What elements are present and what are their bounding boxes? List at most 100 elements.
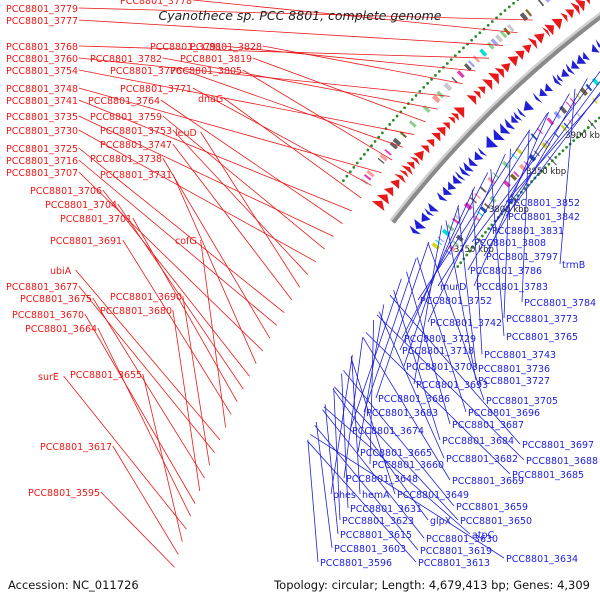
outer-tick-dot bbox=[380, 131, 384, 135]
inner-feature-block bbox=[455, 234, 464, 242]
inner-tick-dot bbox=[586, 126, 590, 129]
reverse-gene-arrow bbox=[477, 147, 488, 157]
right-gene-label: PCC8801_3685 bbox=[512, 470, 584, 481]
forward-gene-arrow bbox=[565, 9, 575, 19]
left-gene-label: PCC8801_3779 bbox=[6, 4, 78, 15]
left-leader-line bbox=[78, 147, 285, 314]
forward-gene-arrow bbox=[431, 132, 441, 142]
right-leader-line bbox=[306, 440, 417, 563]
right-gene-label: PCC8801_3682 bbox=[446, 454, 518, 465]
inner-feature-block bbox=[546, 117, 555, 126]
outer-feature-block bbox=[463, 63, 472, 72]
left-gene-label: PCC8801_3764 bbox=[88, 96, 160, 107]
forward-gene-arrow bbox=[570, 2, 581, 16]
backbone-highlight bbox=[389, 11, 600, 222]
right-leader-line bbox=[489, 80, 600, 231]
outer-tick-dot bbox=[490, 20, 494, 23]
reverse-gene-arrow bbox=[539, 87, 548, 97]
outer-tick-dot bbox=[495, 16, 498, 20]
accession-text: Accession: NC_011726 bbox=[8, 578, 139, 592]
inner-feature-block bbox=[544, 139, 551, 147]
left-leader-line bbox=[172, 173, 257, 364]
right-gene-label: PCC8801_3831 bbox=[492, 226, 564, 237]
left-gene-label: PCC8801_3777 bbox=[6, 16, 78, 27]
outer-tick-dot bbox=[457, 50, 461, 54]
right-leader-line bbox=[324, 404, 339, 535]
right-leader-line bbox=[315, 421, 333, 549]
right-leader-line bbox=[334, 386, 459, 521]
right-leader-line bbox=[437, 112, 548, 287]
right-leader-line bbox=[503, 148, 511, 319]
right-gene-label: PCC8801_3765 bbox=[506, 332, 578, 343]
outer-tick-dot bbox=[470, 38, 473, 42]
inner-tick-dot bbox=[484, 230, 487, 234]
kbp-tick-label: 3750 kbp bbox=[454, 245, 494, 255]
reverse-gene-arrow bbox=[561, 68, 570, 77]
outer-feature-block bbox=[379, 154, 388, 162]
forward-gene-arrow bbox=[500, 63, 511, 73]
inner-feature-block bbox=[431, 242, 440, 250]
reverse-gene-arrow bbox=[552, 74, 563, 86]
left-gene-label: PCC8801_3670 bbox=[12, 310, 84, 321]
outer-feature-block bbox=[479, 48, 488, 57]
left-gene-label: PCC8801_3741 bbox=[6, 96, 78, 107]
reverse-gene-arrow bbox=[428, 202, 439, 212]
left-leader-line bbox=[182, 295, 210, 466]
right-leader-line bbox=[416, 257, 467, 413]
outer-feature-block bbox=[451, 76, 458, 84]
outer-tick-dot bbox=[388, 123, 392, 126]
reverse-gene-arrow bbox=[500, 123, 511, 134]
left-leader-line bbox=[223, 97, 362, 199]
inner-feature-block bbox=[591, 77, 600, 87]
outer-tick-dot bbox=[362, 152, 366, 156]
forward-gene-arrow bbox=[442, 122, 450, 130]
outer-tick-dot bbox=[366, 148, 370, 152]
map-title: Cyanothece sp. PCC 8801, complete genome bbox=[158, 8, 442, 23]
forward-gene-arrow bbox=[551, 18, 563, 30]
forward-gene-arrow bbox=[371, 200, 385, 211]
right-gene-label: trmB bbox=[562, 260, 585, 271]
reverse-gene-arrow bbox=[532, 92, 543, 104]
forward-gene-arrow bbox=[494, 67, 505, 79]
outer-feature-block bbox=[431, 94, 441, 104]
left-leader-line bbox=[92, 297, 205, 479]
right-leader-line bbox=[307, 439, 319, 563]
reverse-gene-arrow bbox=[448, 181, 457, 190]
outer-tick-dot bbox=[410, 98, 414, 101]
right-gene-label: PCC8801_3697 bbox=[522, 440, 594, 451]
left-leader-line bbox=[78, 19, 504, 46]
left-gene-label: PCC8801_3730 bbox=[6, 126, 78, 137]
left-leader-line bbox=[200, 131, 301, 288]
right-gene-label: PCC8801_3808 bbox=[474, 238, 546, 249]
inner-tick-dot bbox=[572, 139, 576, 143]
forward-gene-arrow bbox=[514, 50, 525, 60]
right-gene-label: PCC8801_3648 bbox=[346, 474, 418, 485]
left-leader-line bbox=[78, 7, 533, 21]
inner-feature-block bbox=[565, 101, 572, 109]
right-leader-line bbox=[457, 205, 477, 369]
right-gene-label: PCC8801_3649 bbox=[397, 490, 469, 501]
left-gene-label: PCC8801_3778 bbox=[120, 0, 192, 7]
left-leader-line bbox=[78, 115, 334, 237]
outer-feature-block bbox=[506, 24, 515, 33]
forward-gene-arrow bbox=[450, 112, 460, 121]
outer-tick-dot bbox=[426, 81, 430, 85]
inner-feature-block bbox=[563, 122, 570, 129]
forward-gene-arrow bbox=[447, 116, 456, 124]
right-leader-line bbox=[401, 172, 489, 339]
left-gene-label: PCC8801_3725 bbox=[6, 144, 78, 155]
left-gene-label: PCC8801_3735 bbox=[6, 112, 78, 123]
right-gene-label: PCC8801_3743 bbox=[484, 350, 556, 361]
right-leader-line bbox=[351, 355, 361, 495]
right-gene-label: PCC8801_3786 bbox=[470, 266, 542, 277]
right-gene-label: PCC8801_3613 bbox=[418, 558, 490, 569]
reverse-gene-arrow bbox=[442, 186, 453, 195]
left-leader-line bbox=[162, 157, 271, 339]
inner-feature-block bbox=[559, 105, 568, 115]
right-gene-label: PCC8801_3630 bbox=[426, 534, 498, 545]
inner-feature-block bbox=[511, 153, 518, 160]
left-leader-line bbox=[172, 129, 309, 275]
forward-gene-arrow bbox=[394, 173, 406, 184]
left-gene-label: PCC8801_3791 bbox=[150, 42, 222, 53]
left-leader-line bbox=[117, 203, 244, 390]
